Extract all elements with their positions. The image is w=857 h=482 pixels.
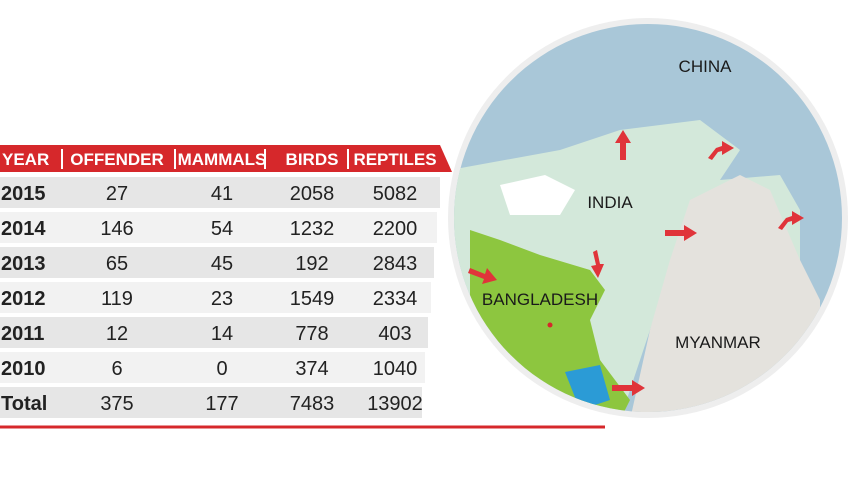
- cell: 54: [211, 218, 233, 240]
- row-background: [0, 352, 425, 383]
- row-label: 2011: [1, 323, 44, 345]
- cell: 0: [216, 358, 227, 380]
- cell: 1232: [290, 218, 335, 240]
- header-band: [0, 145, 452, 172]
- cell: 5082: [373, 183, 418, 205]
- cell: 41: [211, 183, 233, 205]
- cell: 14: [211, 323, 233, 345]
- row-background: [0, 247, 434, 278]
- cell: 45: [211, 253, 233, 275]
- cell: 1549: [290, 288, 335, 310]
- cell: 6: [111, 358, 122, 380]
- nepal: [500, 175, 575, 215]
- cell: 2843: [373, 253, 418, 275]
- row-background: [0, 282, 431, 313]
- column-header: OFFENDER: [70, 150, 164, 169]
- cell: 2334: [373, 288, 418, 310]
- row-label: 2013: [1, 253, 46, 275]
- row-label: 2014: [1, 218, 46, 240]
- row-label: 2015: [1, 183, 46, 205]
- row-label: 2010: [1, 358, 46, 380]
- arrows: [468, 130, 804, 396]
- cell: 375: [100, 393, 133, 415]
- cell: 2200: [373, 218, 418, 240]
- map-label: BANGLADESH: [482, 290, 598, 309]
- cell: 177: [205, 393, 238, 415]
- capital-dot: [547, 322, 553, 328]
- cell: 146: [100, 218, 133, 240]
- cell: 13902: [367, 393, 423, 415]
- cell: 23: [211, 288, 233, 310]
- row-background: [0, 387, 422, 418]
- map-label: INDIA: [587, 193, 633, 212]
- cell: 1040: [373, 358, 418, 380]
- map-label: MYANMAR: [675, 333, 761, 352]
- myanmar: [630, 175, 820, 412]
- cell: 65: [106, 253, 128, 275]
- cell: 374: [295, 358, 328, 380]
- row-label: Total: [1, 393, 47, 415]
- row-background: [0, 177, 440, 208]
- cell: 192: [295, 253, 328, 275]
- column-header: BIRDS: [286, 150, 339, 169]
- column-header: REPTILES: [353, 150, 436, 169]
- cell: 27: [106, 183, 128, 205]
- cell: 119: [101, 288, 133, 310]
- row-label: 2012: [1, 288, 46, 310]
- cell: 12: [106, 323, 128, 345]
- cell: 7483: [290, 393, 335, 415]
- map: CHINA INDIA BANGLADESH MYANMAR: [448, 18, 848, 418]
- cell: 778: [295, 323, 328, 345]
- table: YEAR OFFENDER MAMMALS BIRDS REPTILES 2015 27 41…: [0, 145, 605, 429]
- cell: 403: [378, 323, 411, 345]
- row-background: [0, 212, 437, 243]
- row-background: [0, 317, 428, 348]
- map-label: CHINA: [679, 57, 733, 76]
- column-header: YEAR: [2, 150, 49, 169]
- cell: 2058: [290, 183, 335, 205]
- column-header: MAMMALS: [178, 150, 267, 169]
